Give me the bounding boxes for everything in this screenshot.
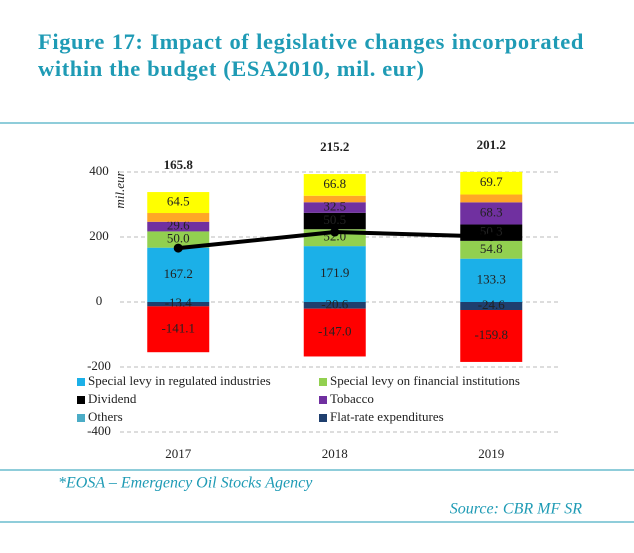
x-tick-label: 2019 [478, 446, 504, 461]
bar-segment [147, 192, 210, 214]
source: Source: CBR MF SR [450, 501, 582, 518]
y-axis-label: mil.eur [112, 170, 127, 208]
bar-segment [460, 258, 523, 302]
legend-swatch [319, 378, 327, 386]
y-tick-label: 0 [96, 293, 103, 308]
bar-segment [147, 231, 210, 248]
y-tick-label: -400 [87, 423, 111, 438]
data-label: 50.5 [323, 212, 346, 227]
bar-segment [460, 171, 523, 195]
legend-swatch [319, 396, 327, 404]
data-label: 50.0 [167, 231, 190, 246]
legend-label: Tobacco [330, 391, 374, 406]
total-label: 165.8 [164, 157, 194, 172]
bar-segment [460, 194, 523, 203]
bar-segment [460, 202, 523, 225]
legend-label: Flat-rate expenditures [330, 409, 444, 424]
bar-segment [147, 221, 210, 232]
total-label: 215.2 [320, 139, 349, 154]
data-label: 167.2 [164, 266, 193, 281]
bar-segment [303, 202, 366, 213]
line-marker [330, 227, 340, 237]
bar-segment [147, 213, 210, 222]
y-tick-label: 400 [89, 163, 109, 178]
bar-segment [303, 246, 366, 302]
bar-segment [460, 309, 523, 362]
bar-segment [460, 240, 523, 259]
data-label: -159.8 [474, 327, 508, 342]
x-tick-label: 2017 [165, 446, 192, 461]
legend-swatch [77, 396, 85, 404]
data-label: 54.8 [480, 241, 503, 256]
bar-segment [303, 308, 366, 357]
legend-label: Dividend [88, 391, 137, 406]
x-tick-label: 2018 [322, 446, 348, 461]
bar-segment [147, 247, 210, 302]
total-label: 201.2 [477, 137, 506, 152]
legend-label: Special levy on financial institutions [330, 373, 520, 388]
bar-segment [303, 195, 366, 203]
data-label: -24.6 [478, 297, 506, 312]
data-label: 171.9 [320, 265, 349, 280]
data-label: 69.7 [480, 174, 503, 189]
legend-swatch [319, 414, 327, 422]
data-label: 64.5 [167, 194, 190, 209]
bar-segment [303, 212, 366, 230]
y-tick-label: -200 [87, 358, 111, 373]
data-label: -141.1 [161, 320, 195, 335]
data-label: 32.5 [323, 199, 346, 214]
legend-label: Others [88, 409, 123, 424]
legend-swatch [77, 414, 85, 422]
y-tick-label: 200 [89, 228, 109, 243]
legend-label: Special levy in regulated industries [88, 373, 271, 388]
data-label: 66.8 [323, 176, 346, 191]
bar-segment [303, 174, 366, 196]
data-label: -147.0 [318, 324, 352, 339]
bar-segment [460, 302, 523, 310]
bar-segment [303, 302, 366, 309]
line-marker [486, 232, 496, 242]
bar-segment [147, 302, 210, 307]
legend-swatch [77, 378, 85, 386]
data-label: 133.3 [477, 271, 506, 286]
data-label: 68.3 [480, 204, 503, 219]
footnote: *EOSA – Emergency Oil Stocks Agency [58, 475, 313, 492]
data-label: -20.6 [321, 296, 349, 311]
line-marker [173, 243, 183, 253]
bar-segment [147, 306, 210, 353]
chart-title: Figure 17: Impact of legislative changes… [38, 29, 584, 81]
